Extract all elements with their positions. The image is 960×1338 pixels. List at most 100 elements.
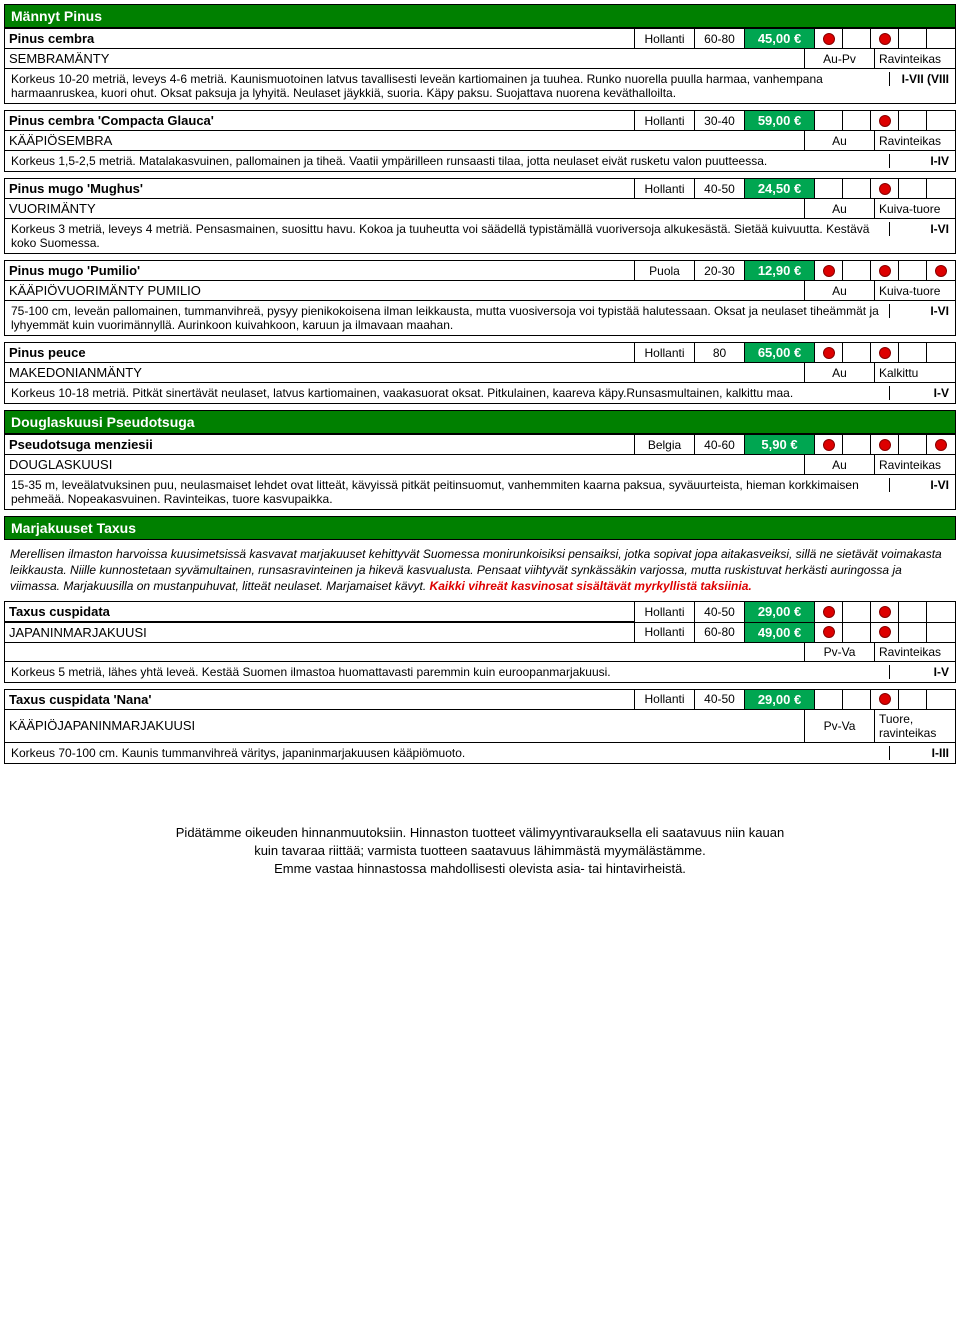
size: 40-50: [695, 602, 745, 622]
price: 65,00 €: [745, 343, 815, 362]
taxus-intro: Merellisen ilmaston harvoissa kuusimetsi…: [4, 540, 956, 601]
description: Korkeus 10-20 metriä, leveys 4-6 metriä.…: [11, 72, 889, 100]
size: 40-60: [695, 435, 745, 454]
size: 60-80: [695, 29, 745, 48]
description: Korkeus 3 metriä, leveys 4 metriä. Pensa…: [11, 222, 889, 250]
status-dot-icon: [879, 626, 891, 638]
description: Korkeus 1,5-2,5 metriä. Matalakasvuinen,…: [11, 154, 889, 168]
latin-name: Pinus peuce: [5, 343, 635, 362]
status-dot-cell: [899, 435, 927, 454]
plant-block: Pseudotsuga menziesii Belgia 40-60 5,90 …: [4, 434, 956, 510]
status-dot-cell: [815, 602, 843, 622]
plant-block: Pinus mugo 'Pumilio' Puola 20-30 12,90 €…: [4, 260, 956, 336]
section-header: Douglaskuusi Pseudotsuga: [4, 410, 956, 434]
finnish-name: JAPANINMARJAKUUSI: [5, 623, 635, 642]
latin-name: Pinus mugo 'Pumilio': [5, 261, 635, 280]
size: 60-80: [695, 623, 745, 642]
origin: Hollanti: [635, 602, 695, 622]
hardiness-zone: I-V: [889, 665, 949, 679]
price: 59,00 €: [745, 111, 815, 130]
status-dot-cell: [815, 261, 843, 280]
status-dot-icon: [879, 115, 891, 127]
light: Au: [805, 455, 875, 474]
status-dot-cell: [843, 690, 871, 709]
description: 15-35 m, leveälatvuksinen puu, neulasmai…: [11, 478, 889, 506]
price: 24,50 €: [745, 179, 815, 198]
finnish-name: VUORIMÄNTY: [5, 199, 805, 218]
footer: Pidätämme oikeuden hinnanmuutoksiin. Hin…: [4, 824, 956, 879]
price: 5,90 €: [745, 435, 815, 454]
plant-block: Pinus cembra 'Compacta Glauca' Hollanti …: [4, 110, 956, 172]
finnish-name: DOUGLASKUUSI: [5, 455, 805, 474]
footer-line: kuin tavaraa riittää; varmista tuotteen …: [4, 842, 956, 860]
origin: Belgia: [635, 435, 695, 454]
status-dot-cell: [815, 111, 843, 130]
status-dot-cell: [899, 179, 927, 198]
status-dot-cell: [815, 29, 843, 48]
status-dot-cell: [927, 111, 955, 130]
origin: Hollanti: [635, 111, 695, 130]
finnish-name: SEMBRAMÄNTY: [5, 49, 805, 68]
description: Korkeus 5 metriä, lähes yhtä leveä. Kest…: [11, 665, 889, 679]
latin-name: Pinus cembra: [5, 29, 635, 48]
status-dot-cell: [843, 261, 871, 280]
status-dot-cell: [899, 111, 927, 130]
status-dot-cell: [815, 623, 843, 642]
latin-name: Taxus cuspidata 'Nana': [5, 690, 635, 709]
soil: Ravinteikas: [875, 643, 955, 661]
status-dot-icon: [823, 439, 835, 451]
status-dot-icon: [823, 347, 835, 359]
status-dot-cell: [927, 29, 955, 48]
status-dot-cell: [927, 343, 955, 362]
price: 29,00 €: [745, 602, 815, 622]
status-dot-cell: [871, 179, 899, 198]
status-dot-icon: [879, 347, 891, 359]
status-dot-cell: [843, 602, 871, 622]
section-header: Männyt Pinus: [4, 4, 956, 28]
status-dot-icon: [935, 265, 947, 277]
status-dot-icon: [935, 439, 947, 451]
soil: Kalkittu: [875, 363, 955, 382]
price: 29,00 €: [745, 690, 815, 709]
light: Pv-Va: [805, 643, 875, 661]
finnish-name: KÄÄPIÖVUORIMÄNTY PUMILIO: [5, 281, 805, 300]
soil: Ravinteikas: [875, 49, 955, 68]
hardiness-zone: I-VII (VIII: [889, 72, 949, 86]
hardiness-zone: I-V: [889, 386, 949, 400]
status-dot-cell: [899, 623, 927, 642]
status-dot-cell: [871, 261, 899, 280]
status-dot-cell: [927, 435, 955, 454]
status-dot-icon: [879, 439, 891, 451]
plant-block: Pinus peuce Hollanti 80 65,00 € MAKEDONI…: [4, 342, 956, 404]
size: 80: [695, 343, 745, 362]
description: Korkeus 70-100 cm. Kaunis tummanvihreä v…: [11, 746, 889, 760]
status-dot-cell: [815, 343, 843, 362]
size: 40-50: [695, 179, 745, 198]
status-dot-cell: [927, 623, 955, 642]
soil: Ravinteikas: [875, 131, 955, 150]
status-dot-icon: [823, 33, 835, 45]
light: Au: [805, 363, 875, 382]
status-dot-cell: [871, 435, 899, 454]
latin-name: Pinus mugo 'Mughus': [5, 179, 635, 198]
status-dot-cell: [843, 179, 871, 198]
latin-name: Pinus cembra 'Compacta Glauca': [5, 111, 635, 130]
finnish-name: KÄÄPIÖJAPANINMARJAKUUSI: [5, 710, 805, 742]
footer-line: Emme vastaa hinnastossa mahdollisesti ol…: [4, 860, 956, 878]
status-dot-cell: [927, 179, 955, 198]
light: Pv-Va: [805, 710, 875, 742]
spacer-cell: [5, 643, 805, 661]
status-dot-cell: [843, 111, 871, 130]
origin: Hollanti: [635, 623, 695, 642]
light: Au-Pv: [805, 49, 875, 68]
soil: Ravinteikas: [875, 455, 955, 474]
status-dot-cell: [871, 29, 899, 48]
plant-block: Pinus mugo 'Mughus' Hollanti 40-50 24,50…: [4, 178, 956, 254]
status-dot-cell: [871, 690, 899, 709]
status-dot-cell: [899, 602, 927, 622]
price: 49,00 €: [745, 623, 815, 642]
plant-block: Taxus cuspidata 'Nana' Hollanti 40-50 29…: [4, 689, 956, 764]
intro-warning: Kaikki vihreät kasvinosat sisältävät myr…: [430, 579, 752, 593]
description: 75-100 cm, leveän pallomainen, tummanvih…: [11, 304, 889, 332]
hardiness-zone: I-IV: [889, 154, 949, 168]
